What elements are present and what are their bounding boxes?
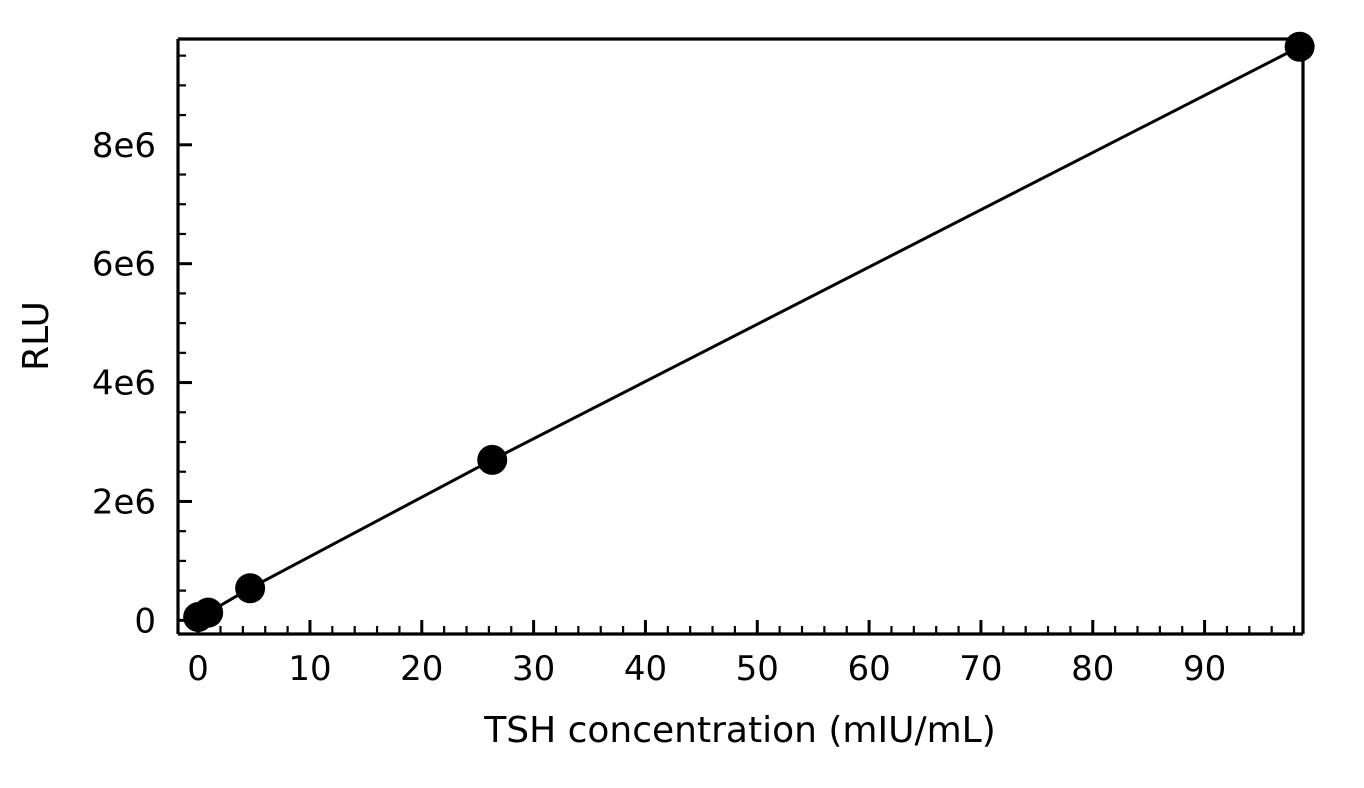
y-tick-label: 6e6	[92, 245, 156, 285]
x-axis-tick-labels: 0 10 20 30 40 50 60 70 80 90	[187, 649, 1226, 689]
data-series-group	[183, 31, 1315, 633]
series-markers-tsh-standard-curve	[183, 31, 1315, 633]
x-tick-label: 40	[624, 649, 667, 689]
x-tick-label: 0	[187, 649, 209, 689]
x-tick-label: 60	[847, 649, 890, 689]
data-point-marker	[193, 597, 224, 628]
x-tick-label: 90	[1183, 649, 1226, 689]
data-point-marker	[477, 444, 508, 475]
x-tick-label: 30	[512, 649, 555, 689]
x-tick-label: 80	[1071, 649, 1114, 689]
y-axis-ticks	[178, 54, 192, 622]
y-tick-label: 4e6	[92, 364, 156, 404]
x-tick-label: 70	[959, 649, 1002, 689]
data-point-marker	[235, 573, 266, 604]
x-tick-label: 20	[400, 649, 443, 689]
x-axis-title: TSH concentration (mIU/mL)	[483, 710, 996, 751]
y-axis-title: RLU	[16, 301, 57, 371]
y-axis-tick-labels: 0 2e6 4e6 6e6 8e6	[92, 126, 156, 642]
x-tick-label: 50	[736, 649, 779, 689]
data-point-marker	[1284, 31, 1315, 62]
y-tick-label: 2e6	[92, 482, 156, 522]
y-tick-label: 8e6	[92, 126, 156, 166]
axes-spines	[176, 37, 1305, 636]
y-tick-label: 0	[134, 601, 156, 641]
x-tick-label: 10	[288, 649, 331, 689]
plot-area-background	[178, 39, 1303, 634]
x-axis-ticks	[196, 620, 1296, 634]
